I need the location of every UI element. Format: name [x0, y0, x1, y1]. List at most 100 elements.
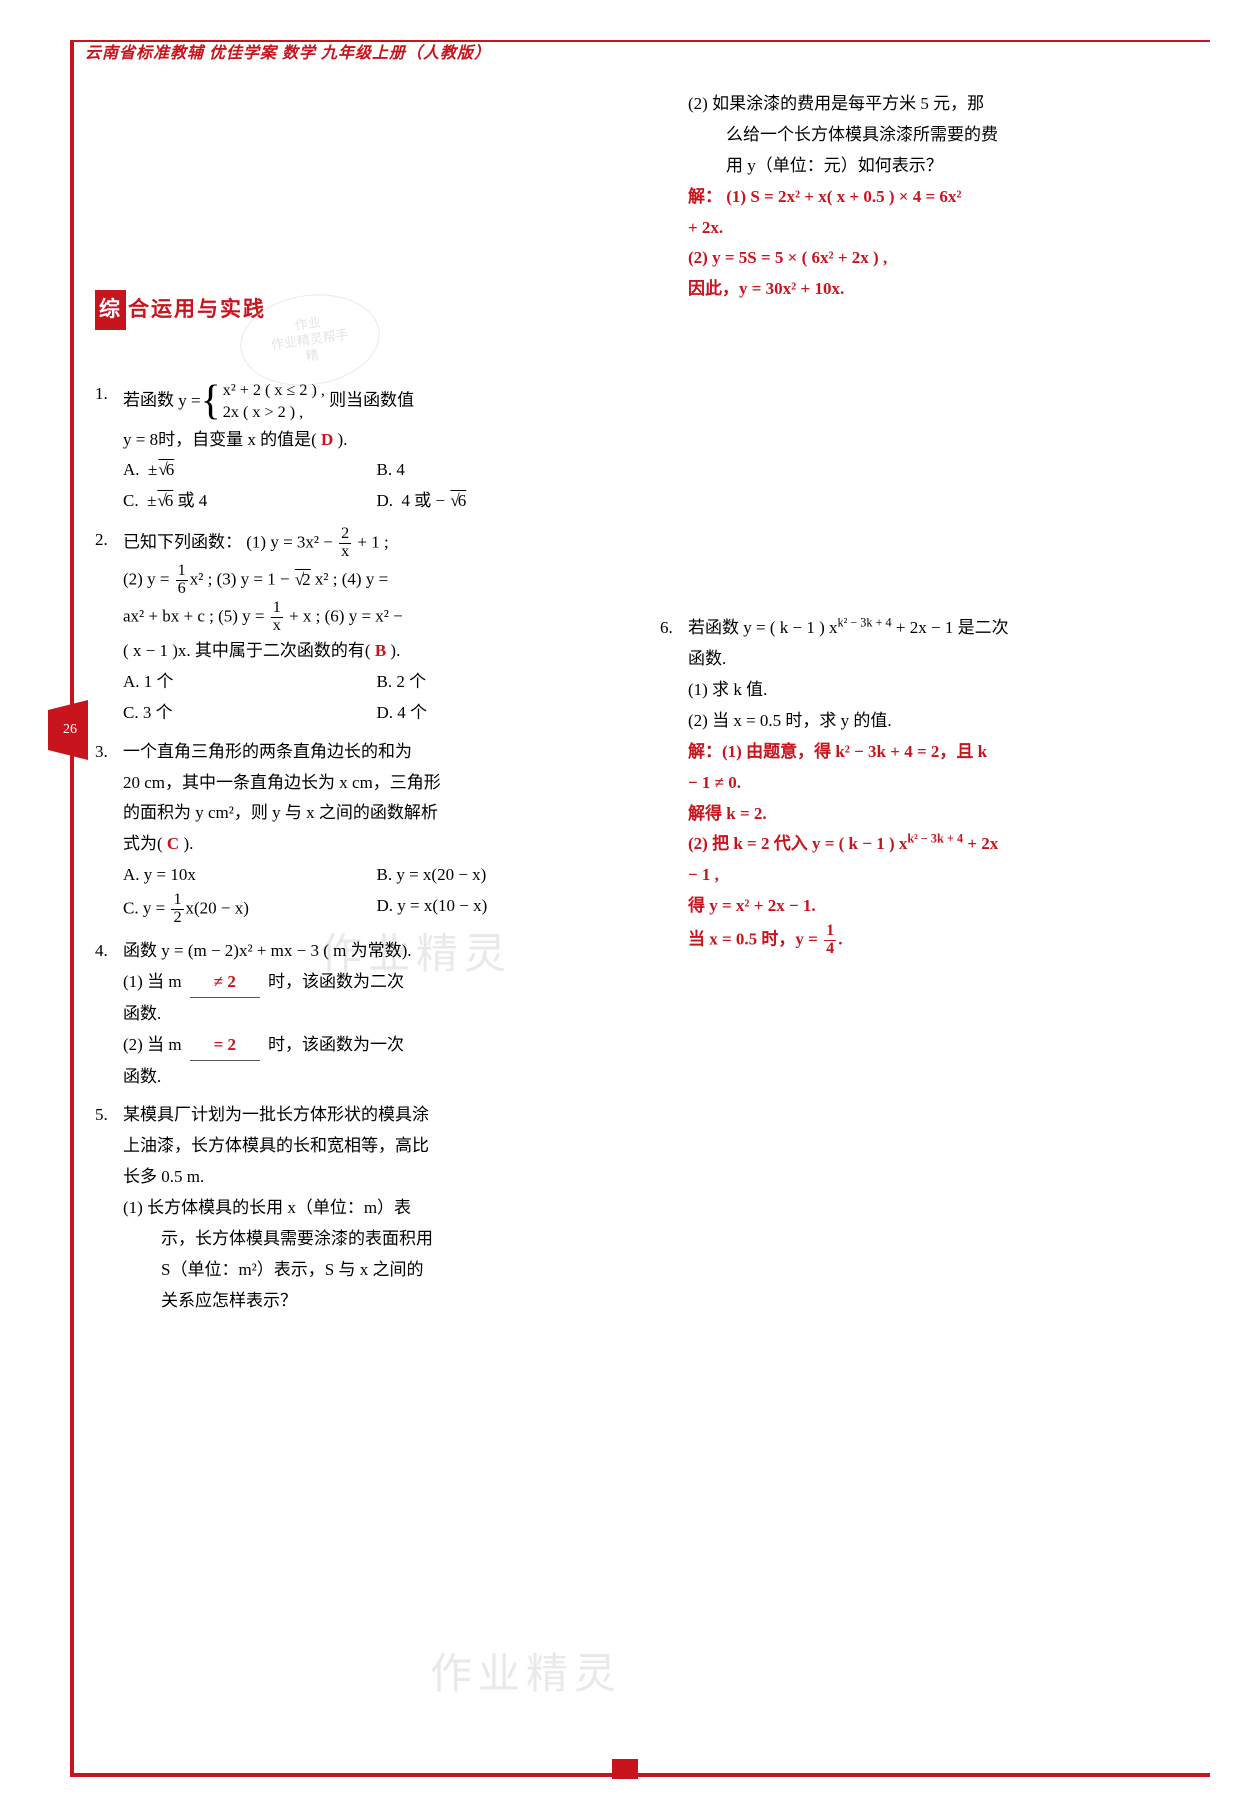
text: 上油漆，长方体模具的长和宽相等，高比	[123, 1132, 630, 1161]
text: 式为(	[123, 834, 167, 853]
choice-c: C. ±6 或 4	[123, 487, 377, 516]
text: ).	[386, 641, 400, 660]
answer: C	[167, 834, 179, 853]
text: 函数.	[688, 645, 1195, 674]
problem-5: 5. 某模具厂计划为一批长方体形状的模具涂 上油漆，长方体模具的长和宽相等，高比…	[95, 1101, 630, 1317]
spacer	[660, 90, 688, 306]
exponent: k² − 3k + 4	[838, 616, 892, 630]
choice-a: A. 1 个	[123, 668, 377, 697]
case: x² + 2 ( x ≤ 2 ) ,	[223, 380, 325, 402]
fraction: 12	[171, 892, 183, 927]
cases: x² + 2 ( x ≤ 2 ) , 2x ( x > 2 ) ,	[223, 380, 325, 424]
text: y = 8时，自变量 x 的值是(	[123, 430, 321, 449]
text: (2) y =	[123, 570, 174, 589]
text: 么给一个长方体模具涂漆所需要的费	[688, 121, 1195, 150]
page-number: 26	[63, 718, 77, 742]
answer: = 2	[214, 1035, 236, 1054]
fraction: 2x	[339, 526, 351, 561]
text: + 2x − 1 是二次	[892, 618, 1009, 637]
solution: 得 y = x² + 2x − 1.	[688, 892, 1195, 921]
text: x² ; (3) y = 1 − 2 x² ; (4) y =	[190, 570, 388, 589]
text: 当 x = 0.5 时，y =	[688, 930, 822, 949]
answer: B	[375, 641, 386, 660]
choices: A. y = 10x B. y = x(20 − x) C. y = 12x(2…	[123, 861, 630, 929]
text: 函数 y = (m − 2)x² + mx − 3 ( m 为常数).	[123, 937, 630, 966]
exponent: k² − 3k + 4	[907, 832, 963, 846]
text: 时，该函数为一次	[264, 1035, 404, 1054]
problem-5-cont: (2) 如果涂漆的费用是每平方米 5 元，那 么给一个长方体模具涂漆所需要的费 …	[660, 90, 1195, 306]
text: (2) 当 x = 0.5 时，求 y 的值.	[688, 707, 1195, 736]
text: (2) 如果涂漆的费用是每平方米 5 元，那	[688, 90, 1195, 119]
choice-c: C. 3 个	[123, 699, 377, 728]
text: ).	[179, 834, 193, 853]
piecewise-function: y = { x² + 2 ( x ≤ 2 ) , 2x ( x > 2 ) ,	[178, 380, 325, 424]
spacer	[660, 314, 1195, 614]
text: + x ; (6) y = x² −	[285, 606, 403, 625]
text: ax² + bx + c ; (5) y =	[123, 606, 269, 625]
solution: 当 x = 0.5 时，y = 14.	[688, 923, 1195, 958]
case: 2x ( x > 2 ) ,	[223, 402, 325, 424]
answer: ≠ 2	[214, 972, 236, 991]
problem-number: 1.	[95, 380, 123, 518]
problem-number: 2.	[95, 526, 123, 729]
fill-blank: = 2	[190, 1031, 260, 1061]
text: + 1 ;	[353, 533, 389, 552]
choice-a: A. y = 10x	[123, 861, 377, 890]
solution: − 1 ≠ 0.	[688, 769, 1195, 798]
choices: A. 1 个 B. 2 个 C. 3 个 D. 4 个	[123, 668, 630, 730]
text: (2) 把 k = 2 代入 y = ( k − 1 ) x	[688, 834, 907, 853]
problem-number: 5.	[95, 1101, 123, 1317]
text: ( x − 1 )x. 其中属于二次函数的有(	[123, 641, 375, 660]
choice-b: B. 2 个	[377, 668, 631, 697]
text: 则当函数值	[329, 391, 414, 410]
problem-body: 若函数 y = { x² + 2 ( x ≤ 2 ) , 2x ( x > 2 …	[123, 380, 630, 518]
choice-d: D. y = x(10 − x)	[377, 892, 631, 927]
choice-b: B. 4	[377, 456, 631, 485]
problem-4: 4. 函数 y = (m − 2)x² + mx − 3 ( m 为常数). (…	[95, 937, 630, 1093]
problem-body: 函数 y = (m − 2)x² + mx − 3 ( m 为常数). (1) …	[123, 937, 630, 1093]
text: 函数.	[123, 1000, 630, 1029]
text: x(20 − x)	[186, 898, 249, 917]
problem-body: 已知下列函数： (1) y = 3x² − 2x + 1 ; (2) y = 1…	[123, 526, 630, 729]
text: 20 cm，其中一条直角边长为 x cm，三角形	[123, 769, 630, 798]
brace-icon: {	[201, 383, 221, 421]
problem-3: 3. 一个直角三角形的两条直角边长的和为 20 cm，其中一条直角边长为 x c…	[95, 738, 630, 929]
problem-number: 6.	[660, 614, 688, 960]
choice-a: A. ±6	[123, 456, 377, 485]
solution: + 2x.	[688, 214, 1195, 243]
answer: D	[321, 430, 333, 449]
page-header: 云南省标准教辅 优佳学案 数学 九年级上册（人教版）	[85, 40, 491, 67]
solution: 解： (1) S = 2x² + x( x + 0.5 ) × 4 = 6x²	[688, 183, 1195, 212]
text: C. y =	[123, 898, 169, 917]
fraction: 16	[176, 563, 188, 598]
page-number-tab: 26	[48, 700, 88, 760]
text: 一个直角三角形的两条直角边长的和为	[123, 738, 630, 767]
text: 若函数	[123, 391, 178, 410]
solution: (2) y = 5S = 5 × ( 6x² + 2x ) ,	[688, 244, 1195, 273]
text: (1) 长方体模具的长用 x（单位：m）表	[123, 1194, 630, 1223]
problem-6: 6. 若函数 y = ( k − 1 ) xk² − 3k + 4 + 2x −…	[660, 614, 1195, 960]
text: .	[838, 930, 842, 949]
problem-2: 2. 已知下列函数： (1) y = 3x² − 2x + 1 ; (2) y …	[95, 526, 630, 729]
problem-1: 1. 若函数 y = { x² + 2 ( x ≤ 2 ) , 2x ( x >…	[95, 380, 630, 518]
text: 长多 0.5 m.	[123, 1163, 630, 1192]
text: 示，长方体模具需要涂漆的表面积用	[123, 1225, 630, 1254]
choice-c: C. y = 12x(20 − x)	[123, 892, 377, 927]
choice-d: D. 4 个	[377, 699, 631, 728]
text: 的面积为 y cm²，则 y 与 x 之间的函数解析	[123, 799, 630, 828]
choices: A. ±6 B. 4 C. ±6 或 4 D. 4 或 − 6	[123, 456, 630, 518]
choice-d: D. 4 或 − 6	[377, 487, 631, 516]
text: S（单位：m²）表示，S 与 x 之间的	[123, 1256, 630, 1285]
solution: 因此，y = 30x² + 10x.	[688, 275, 1195, 304]
solution: − 1 ,	[688, 861, 1195, 890]
fraction: 14	[824, 923, 836, 958]
fill-blank: ≠ 2	[190, 968, 260, 998]
text: (1) 当 m	[123, 972, 186, 991]
text: 某模具厂计划为一批长方体形状的模具涂	[123, 1101, 630, 1130]
solution: 解：(1) 由题意，得 k² − 3k + 4 = 2，且 k	[688, 738, 1195, 767]
right-column: (2) 如果涂漆的费用是每平方米 5 元，那 么给一个长方体模具涂漆所需要的费 …	[660, 90, 1195, 1757]
text: 时，该函数为二次	[264, 972, 404, 991]
text: 关系应怎样表示？	[123, 1287, 630, 1316]
problem-number: 3.	[95, 738, 123, 929]
problem-body: (2) 如果涂漆的费用是每平方米 5 元，那 么给一个长方体模具涂漆所需要的费 …	[688, 90, 1195, 306]
